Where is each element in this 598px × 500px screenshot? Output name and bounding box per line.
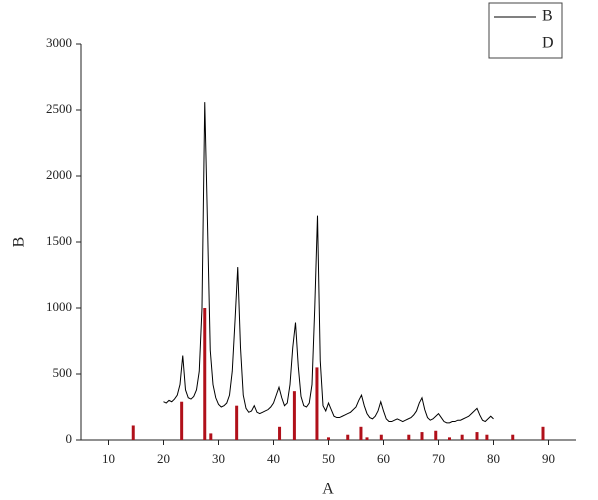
stick [420,432,424,440]
stick [407,434,411,440]
stick [292,391,296,440]
stick [475,432,479,440]
stick [327,437,330,440]
x-tick-label: 90 [542,451,555,466]
y-axis-label: B [11,237,28,248]
x-tick-label: 10 [102,451,115,466]
stick [180,401,184,440]
x-axis-label: A [322,481,334,495]
y-tick-label: 1500 [46,233,72,248]
x-tick-label: 80 [487,451,500,466]
stick [434,430,438,440]
stick [346,434,350,440]
stick [203,308,207,440]
stick [235,405,239,440]
y-tick-label: 2000 [46,167,72,182]
stick [315,367,319,440]
legend-box [488,2,563,59]
y-tick-label: 500 [53,365,73,380]
stick [460,434,464,440]
x-tick-label: 50 [322,451,335,466]
stick [359,426,363,440]
x-tick-label: 30 [212,451,225,466]
data-line [163,102,494,424]
stick [485,434,489,440]
y-tick-label: 1000 [46,299,72,314]
legend-label: B [542,8,553,25]
x-tick-label: 40 [267,451,280,466]
x-tick-label: 60 [377,451,390,466]
y-tick-label: 3000 [46,35,72,50]
legend-label: D [542,35,554,52]
stick [511,434,515,440]
y-tick-label: 0 [66,431,73,446]
stick [541,426,545,440]
stick [379,434,383,440]
x-tick-label: 70 [432,451,445,466]
stick [131,425,135,440]
x-tick-label: 20 [157,451,170,466]
stick [209,433,213,440]
stick [448,437,451,440]
stick [365,437,369,440]
y-tick-label: 2500 [46,101,72,116]
stick [278,426,282,440]
